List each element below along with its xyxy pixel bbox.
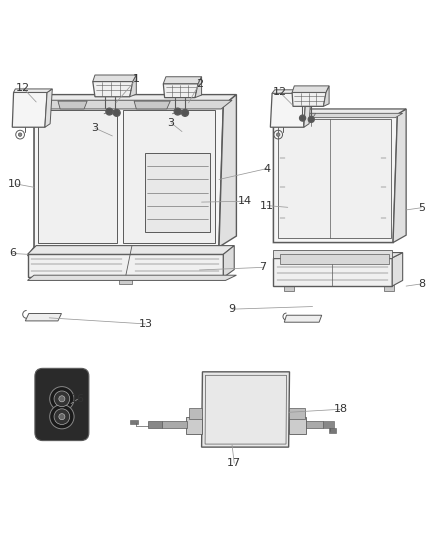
Polygon shape [145, 154, 210, 232]
Circle shape [49, 405, 74, 429]
Polygon shape [28, 246, 234, 254]
Polygon shape [93, 75, 136, 82]
Polygon shape [284, 315, 322, 322]
Bar [130, 419, 138, 424]
Circle shape [54, 391, 70, 407]
Text: 18: 18 [334, 404, 348, 414]
Bar [305, 114, 311, 118]
Polygon shape [290, 114, 316, 118]
Polygon shape [273, 250, 392, 258]
Polygon shape [273, 253, 403, 258]
Text: 2: 2 [196, 79, 203, 88]
Text: 8: 8 [418, 279, 425, 289]
Bar [63, 106, 70, 111]
Circle shape [276, 133, 280, 136]
Text: 11: 11 [260, 200, 274, 211]
Polygon shape [278, 118, 391, 238]
Polygon shape [289, 417, 306, 434]
Polygon shape [201, 372, 290, 447]
Text: 9: 9 [229, 304, 236, 314]
Text: 10: 10 [8, 179, 22, 189]
Text: 12: 12 [16, 83, 30, 93]
Circle shape [113, 109, 120, 116]
Bar [155, 106, 162, 111]
Circle shape [300, 115, 306, 121]
Polygon shape [195, 77, 201, 98]
Polygon shape [25, 313, 61, 321]
Polygon shape [28, 254, 223, 277]
Text: 14: 14 [238, 196, 252, 206]
Polygon shape [292, 86, 329, 92]
Polygon shape [34, 106, 223, 247]
Text: 1: 1 [133, 75, 140, 84]
Bar [328, 427, 336, 433]
Polygon shape [275, 114, 403, 118]
Polygon shape [163, 84, 198, 98]
Polygon shape [39, 110, 117, 243]
Polygon shape [28, 275, 237, 280]
Polygon shape [270, 93, 306, 127]
Circle shape [182, 109, 188, 116]
Polygon shape [58, 101, 87, 109]
Text: 4: 4 [263, 164, 270, 174]
Bar [323, 421, 334, 429]
Polygon shape [134, 101, 170, 109]
Polygon shape [219, 94, 237, 247]
Bar [294, 114, 300, 118]
Circle shape [49, 386, 74, 411]
Polygon shape [393, 109, 406, 243]
Polygon shape [163, 77, 201, 84]
Polygon shape [273, 109, 406, 114]
Bar [385, 285, 394, 291]
Polygon shape [304, 90, 311, 127]
Text: 7: 7 [259, 262, 266, 272]
Polygon shape [188, 408, 202, 419]
Circle shape [174, 108, 181, 115]
Circle shape [54, 409, 70, 424]
Text: 3: 3 [168, 118, 175, 128]
Polygon shape [130, 75, 136, 97]
Circle shape [308, 116, 314, 123]
Polygon shape [36, 100, 232, 109]
Bar [148, 421, 162, 429]
Circle shape [18, 133, 22, 136]
Polygon shape [45, 89, 52, 127]
FancyBboxPatch shape [35, 368, 89, 441]
Polygon shape [162, 421, 187, 427]
Text: 6: 6 [9, 248, 16, 259]
Polygon shape [123, 110, 215, 243]
Circle shape [59, 414, 65, 419]
Text: 17: 17 [227, 458, 241, 468]
Polygon shape [12, 92, 47, 127]
Circle shape [59, 396, 65, 402]
Polygon shape [28, 247, 228, 256]
Polygon shape [280, 254, 389, 264]
Polygon shape [289, 408, 305, 419]
Polygon shape [306, 421, 323, 427]
Polygon shape [323, 86, 329, 107]
Text: 16: 16 [71, 394, 85, 404]
Text: 13: 13 [139, 319, 153, 329]
Text: 3: 3 [92, 123, 99, 133]
Polygon shape [272, 90, 311, 93]
Bar [141, 106, 148, 111]
Bar [284, 285, 294, 291]
Polygon shape [273, 114, 397, 243]
Bar [119, 276, 132, 284]
Polygon shape [223, 246, 234, 277]
Polygon shape [34, 94, 237, 106]
Text: 5: 5 [418, 203, 425, 213]
Polygon shape [93, 82, 133, 97]
Circle shape [106, 108, 113, 115]
Polygon shape [186, 417, 202, 434]
Polygon shape [273, 258, 392, 286]
Polygon shape [392, 253, 403, 286]
Polygon shape [14, 89, 52, 92]
Polygon shape [292, 92, 326, 107]
Bar [74, 106, 81, 111]
Text: 12: 12 [273, 87, 287, 98]
